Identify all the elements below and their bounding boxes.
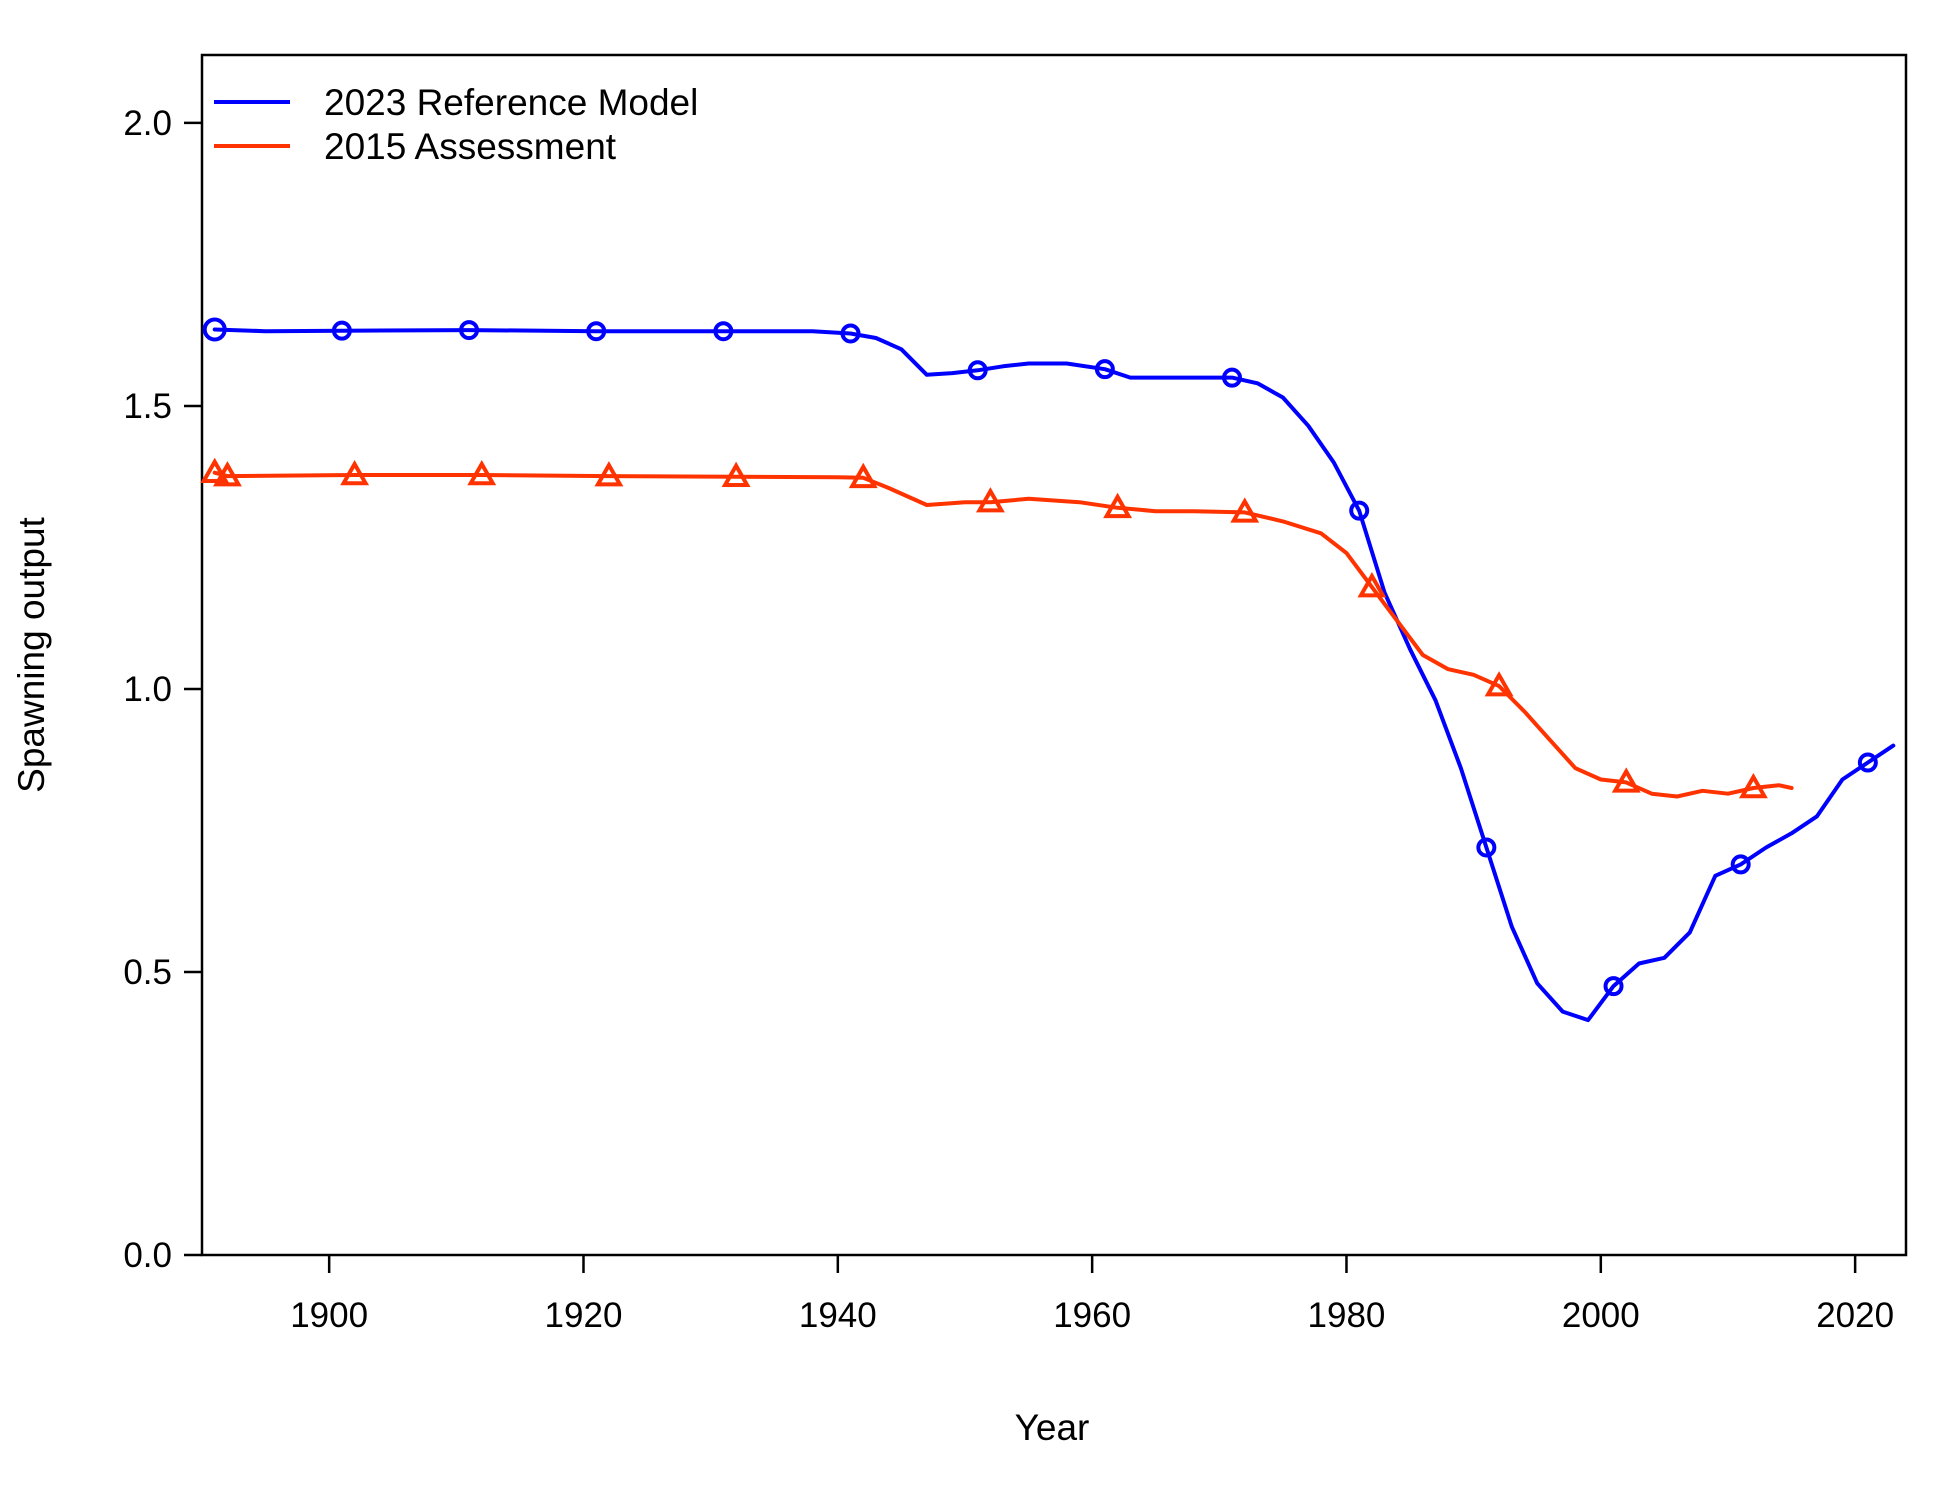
- y-tick-label: 1.5: [123, 387, 172, 426]
- x-tick-label: 1900: [290, 1296, 368, 1335]
- data-point-reference-model: [713, 321, 734, 342]
- data-point-assessment-2015: [1611, 767, 1641, 793]
- data-point-assessment-2015: [1230, 497, 1260, 523]
- data-point-reference-model: [967, 360, 988, 381]
- data-point-reference-model: [1222, 367, 1243, 388]
- data-point-assessment-2015: [848, 462, 878, 489]
- x-tick-label: 1960: [1053, 1296, 1131, 1335]
- data-point-assessment-2015: [594, 461, 624, 487]
- x-tick-label: 2000: [1562, 1296, 1640, 1335]
- x-axis-title: Year: [1015, 1407, 1090, 1448]
- data-point-assessment-2015: [975, 487, 1005, 513]
- y-tick-label: 0.0: [123, 1236, 172, 1275]
- data-point-assessment-2015: [1484, 671, 1514, 697]
- y-tick-label: 0.5: [123, 953, 172, 992]
- data-point-reference-model: [202, 317, 227, 342]
- data-point-reference-model: [1476, 837, 1497, 858]
- data-point-assessment-2015: [340, 459, 370, 486]
- y-axis-title: Spawning output: [11, 516, 52, 792]
- data-point-assessment-2015: [467, 459, 497, 486]
- y-axis: 0.0 0.5 1.0 1.5 2.0: [123, 104, 202, 1275]
- data-point-assessment-2015: [1357, 572, 1387, 598]
- data-point-assessment-2015: [200, 457, 230, 483]
- legend-label-reference-model: 2023 Reference Model: [324, 82, 698, 123]
- x-tick-label: 1920: [545, 1296, 623, 1335]
- series-line-assessment-2015: [212, 470, 1794, 799]
- data-point-assessment-2015: [212, 461, 242, 487]
- y-tick-label: 1.0: [123, 670, 172, 709]
- y-tick-label: 2.0: [123, 104, 172, 143]
- series-layer: [200, 317, 1896, 1023]
- data-point-reference-model: [1349, 500, 1370, 521]
- x-tick-label: 2020: [1816, 1296, 1894, 1335]
- legend: 2023 Reference Model 2015 Assessment: [214, 82, 698, 167]
- data-point-reference-model: [331, 320, 352, 341]
- plot-frame: [200, 53, 1908, 1257]
- x-tick-label: 1940: [799, 1296, 877, 1335]
- data-point-reference-model: [1094, 359, 1115, 380]
- legend-label-2015-assessment: 2015 Assessment: [324, 126, 617, 167]
- data-point-assessment-2015: [1738, 772, 1768, 799]
- data-point-reference-model: [1857, 752, 1878, 773]
- data-point-reference-model: [1730, 854, 1751, 875]
- data-point-assessment-2015: [1103, 492, 1133, 519]
- series-line-reference-model: [212, 327, 1896, 1023]
- data-point-assessment-2015: [721, 461, 751, 487]
- data-point-reference-model: [840, 323, 861, 344]
- x-tick-label: 1980: [1308, 1296, 1386, 1335]
- data-point-reference-model: [1603, 976, 1624, 997]
- data-point-reference-model: [586, 321, 607, 342]
- x-axis: 1900 1920 1940 1960 1980 2000 2020: [290, 1255, 1894, 1335]
- data-point-reference-model: [459, 320, 480, 341]
